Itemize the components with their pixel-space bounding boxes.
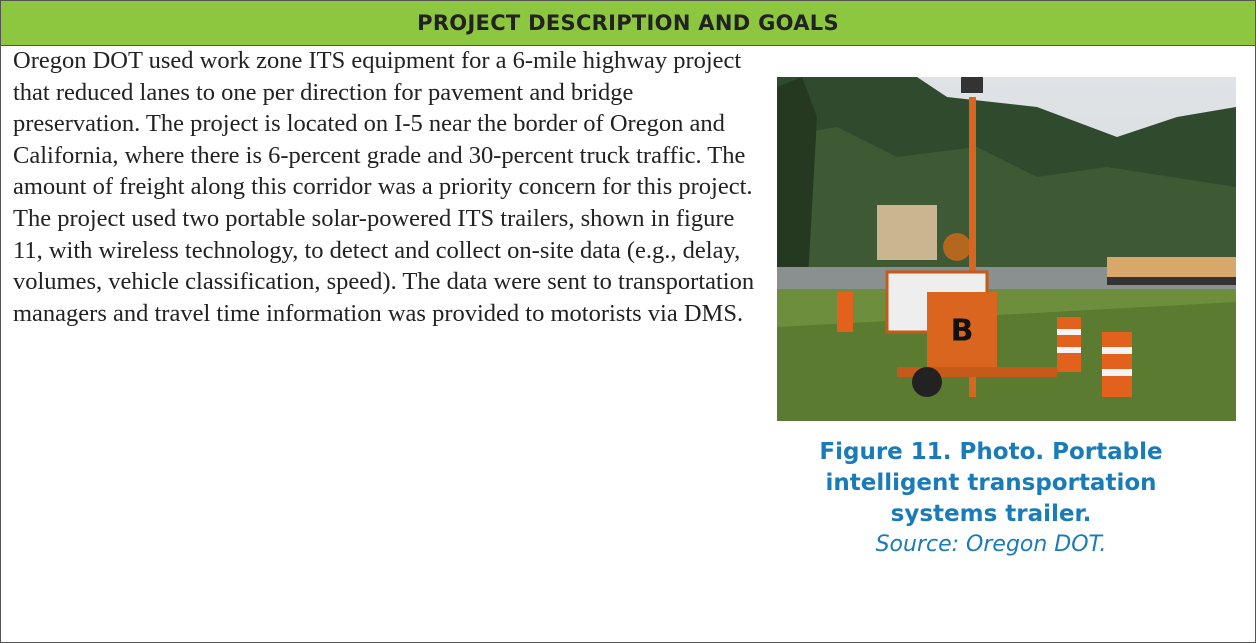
panel: PROJECT DESCRIPTION AND GOALS Oregon DOT…	[0, 0, 1256, 643]
sign-letter: B	[951, 314, 974, 349]
figure-caption: Figure 11. Photo. Portable intelligent t…	[791, 437, 1191, 530]
figure-caption-block: Figure 11. Photo. Portable intelligent t…	[791, 437, 1191, 560]
section-header: PROJECT DESCRIPTION AND GOALS	[1, 1, 1255, 46]
body-paragraph: Oregon DOT used work zone ITS equipment …	[13, 45, 758, 329]
figure-source: Source: Oregon DOT.	[791, 530, 1191, 560]
photo: B	[777, 77, 1236, 421]
